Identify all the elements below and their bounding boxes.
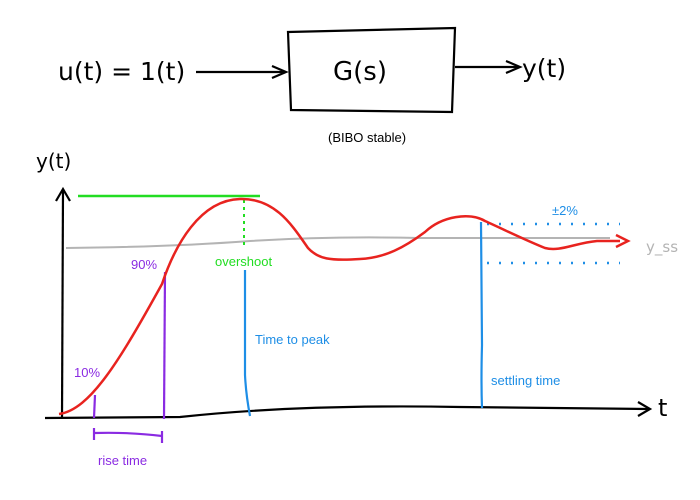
y-axis	[60, 189, 65, 419]
bibo-note: (BIBO stable)	[328, 130, 406, 145]
ninety-percent-marker	[162, 271, 167, 420]
x-axis-arrow-head	[637, 401, 653, 417]
x-axis	[44, 405, 649, 420]
ninety-percent-label: 90%	[131, 257, 157, 272]
transfer-function-block	[286, 26, 457, 114]
rise-time-bracket	[93, 431, 163, 438]
input-arrow-head	[271, 64, 289, 80]
steady-state-line	[65, 236, 610, 249]
y-axis-label: y(t)	[36, 149, 71, 173]
step-response-arrow-head	[615, 233, 631, 249]
overshoot-label: overshoot	[215, 254, 272, 269]
time-to-peak-marker	[243, 270, 252, 417]
block-label: G(s)	[333, 57, 387, 87]
step-response-curve	[58, 197, 620, 416]
steady-state-label: y_ss	[646, 238, 678, 257]
block-diagram: u(t) = 1(t) G(s) y(t) (BIBO stable)	[58, 26, 566, 145]
output-label: y(t)	[522, 54, 566, 83]
ten-percent-marker	[92, 394, 97, 419]
x-axis-label: t	[658, 394, 667, 422]
input-label: u(t) = 1(t)	[58, 57, 185, 86]
ten-percent-label: 10%	[74, 365, 100, 380]
rise-time-label: rise time	[98, 453, 147, 468]
settling-time-label: settling time	[491, 373, 560, 388]
y-axis-arrow-head	[55, 186, 71, 202]
settling-time-marker	[479, 221, 484, 409]
time-to-peak-label: Time to peak	[255, 332, 330, 347]
output-arrow-head	[505, 59, 523, 75]
step-response-plot: y(t) t y_ss overshoot 10% 90% rise time …	[36, 149, 678, 468]
tolerance-band-label: ±2%	[552, 203, 578, 218]
